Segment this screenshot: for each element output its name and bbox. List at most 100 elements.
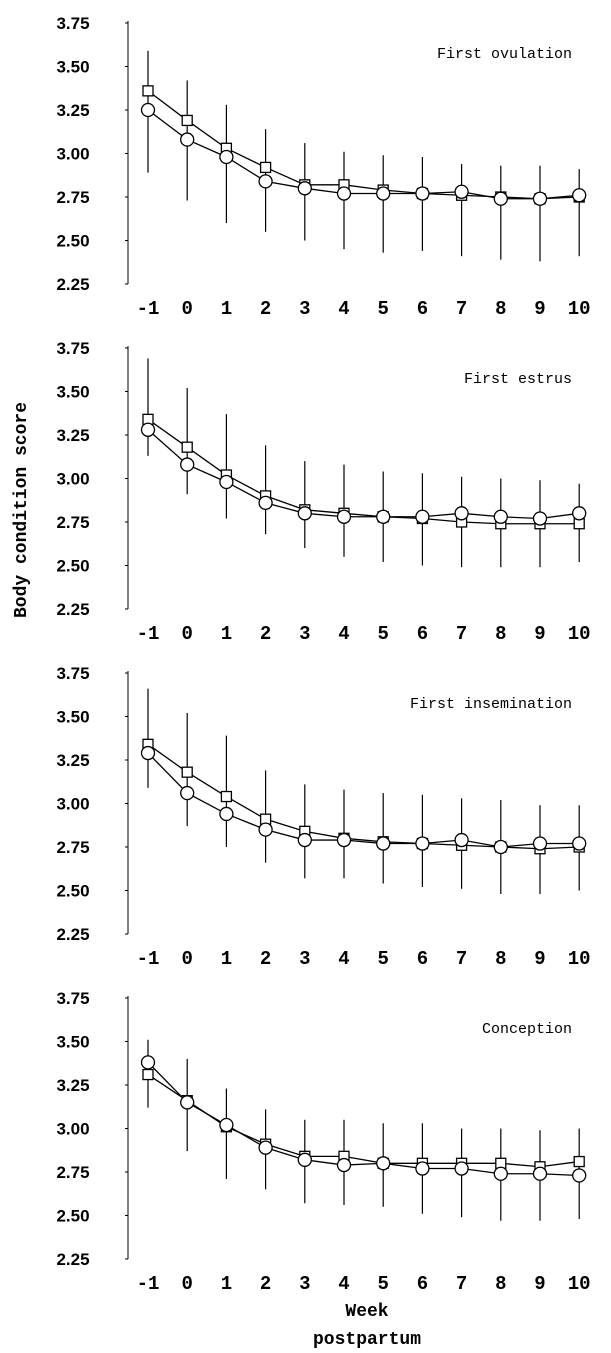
circle-marker <box>415 509 430 524</box>
x-tick-label: 3 <box>299 948 310 970</box>
y-tick-label: 2.25 <box>56 925 89 944</box>
y-tick-label: 3.00 <box>56 795 89 814</box>
circle-marker <box>140 745 156 761</box>
circle-marker <box>376 509 391 524</box>
x-tick-label: 9 <box>534 948 545 970</box>
x-tick-label: 6 <box>417 948 428 970</box>
circle-marker <box>297 1152 312 1167</box>
x-tick-label: 0 <box>181 1273 192 1295</box>
circle-marker <box>532 511 548 526</box>
circle-marker <box>258 174 273 189</box>
y-tick-label: 2.25 <box>56 600 89 619</box>
x-tick-label: 4 <box>338 298 349 320</box>
x-tick-label: 0 <box>181 298 192 320</box>
circle-marker <box>454 184 469 199</box>
x-tick-label: 3 <box>299 623 310 645</box>
circle-marker <box>258 495 273 511</box>
circle-marker <box>219 806 234 822</box>
x-tick-label: 4 <box>338 623 349 645</box>
x-tick-label: -1 <box>137 623 160 645</box>
x-tick-label: 0 <box>181 623 192 645</box>
x-tick-label: 10 <box>568 948 591 970</box>
x-tick-label: 2 <box>260 623 271 645</box>
circle-marker <box>376 1156 391 1171</box>
y-tick-label: 3.75 <box>56 14 89 33</box>
series-line-square <box>147 418 580 525</box>
x-tick-label: 9 <box>534 298 545 320</box>
x-tick-label: 1 <box>221 298 232 320</box>
x-axis-label-line1: Week <box>345 1302 388 1322</box>
circle-marker <box>336 832 352 848</box>
x-tick-label: 6 <box>417 623 428 645</box>
x-tick-label: 0 <box>181 948 192 970</box>
y-tick-label: 3.50 <box>56 58 89 77</box>
x-tick-label: -1 <box>137 1273 160 1295</box>
circle-marker <box>297 832 312 848</box>
x-tick-label: 5 <box>377 1273 388 1295</box>
y-tick-label: 2.50 <box>56 232 89 251</box>
circle-marker <box>572 836 587 851</box>
circle-marker <box>180 457 195 472</box>
x-axis-label-line2: postpartum <box>313 1330 421 1350</box>
x-tick-label: 6 <box>417 1273 428 1295</box>
circle-marker <box>180 1095 195 1110</box>
y-tick-label: 3.00 <box>56 145 89 164</box>
y-tick-label: 3.50 <box>56 708 89 727</box>
y-tick-label: 3.50 <box>56 1033 89 1052</box>
circle-marker <box>493 191 508 206</box>
circle-marker <box>454 506 469 521</box>
circle-marker <box>415 836 430 851</box>
x-tick-label: 10 <box>568 623 591 645</box>
x-tick-label: 1 <box>221 948 232 970</box>
circle-marker <box>493 839 508 855</box>
y-tick-label: 2.25 <box>56 1250 89 1269</box>
circle-marker <box>532 1166 548 1181</box>
x-tick-label: 4 <box>338 1273 349 1295</box>
x-tick-label: 7 <box>456 948 467 970</box>
x-tick-label: 8 <box>495 623 506 645</box>
x-tick-label: -1 <box>137 948 160 970</box>
y-tick-label: 2.75 <box>56 838 89 857</box>
square-marker <box>181 766 193 778</box>
series-line-circle <box>147 429 580 520</box>
series-line-circle <box>147 752 580 848</box>
x-tick-label: 8 <box>495 1273 506 1295</box>
panel-title: First ovulation <box>437 46 572 63</box>
x-tick-label: 7 <box>456 298 467 320</box>
x-tick-label: 2 <box>260 298 271 320</box>
x-tick-label: 9 <box>534 1273 545 1295</box>
chart-panel-4: 3.75 3.50 3.25 3.00 2.75 2.50 2.25 -1 0 1 2 3 4 5 6 7 8 9… <box>56 989 590 1295</box>
circle-marker <box>336 1157 352 1173</box>
x-tick-label: 4 <box>338 948 349 970</box>
y-tick-label: 3.75 <box>56 664 89 683</box>
y-tick-label: 2.25 <box>56 275 89 294</box>
circle-marker <box>454 832 469 848</box>
series-line-circle <box>147 109 580 200</box>
series-line-circle <box>147 1061 580 1177</box>
x-tick-label: 5 <box>377 623 388 645</box>
circle-marker <box>258 822 273 837</box>
circle-marker <box>454 1161 469 1176</box>
circle-marker <box>415 186 430 201</box>
square-marker <box>259 161 272 174</box>
x-tick-label: 7 <box>456 1273 467 1295</box>
square-marker <box>181 441 193 453</box>
y-tick-label: 2.75 <box>56 188 89 207</box>
circle-marker <box>219 474 234 490</box>
y-tick-label: 3.25 <box>56 1076 89 1095</box>
circle-marker <box>376 186 391 201</box>
y-axis-label: Body condition score <box>12 402 32 618</box>
x-tick-label: 1 <box>221 1273 232 1295</box>
x-tick-label: 8 <box>495 948 506 970</box>
circle-marker <box>532 191 548 206</box>
circle-marker <box>219 1117 234 1133</box>
circle-marker <box>493 509 508 524</box>
circle-marker <box>572 1168 587 1183</box>
circle-marker <box>572 188 587 203</box>
circle-marker <box>180 785 195 801</box>
circle-marker <box>336 186 352 201</box>
chart-panel-2: 3.75 3.50 3.25 3.00 2.75 2.50 2.25 -1 0 1 2 3 4 5 6 7 8 9… <box>56 339 590 645</box>
circle-marker <box>493 1166 508 1181</box>
panel-title: Conception <box>482 1021 572 1038</box>
circle-marker <box>219 149 234 165</box>
